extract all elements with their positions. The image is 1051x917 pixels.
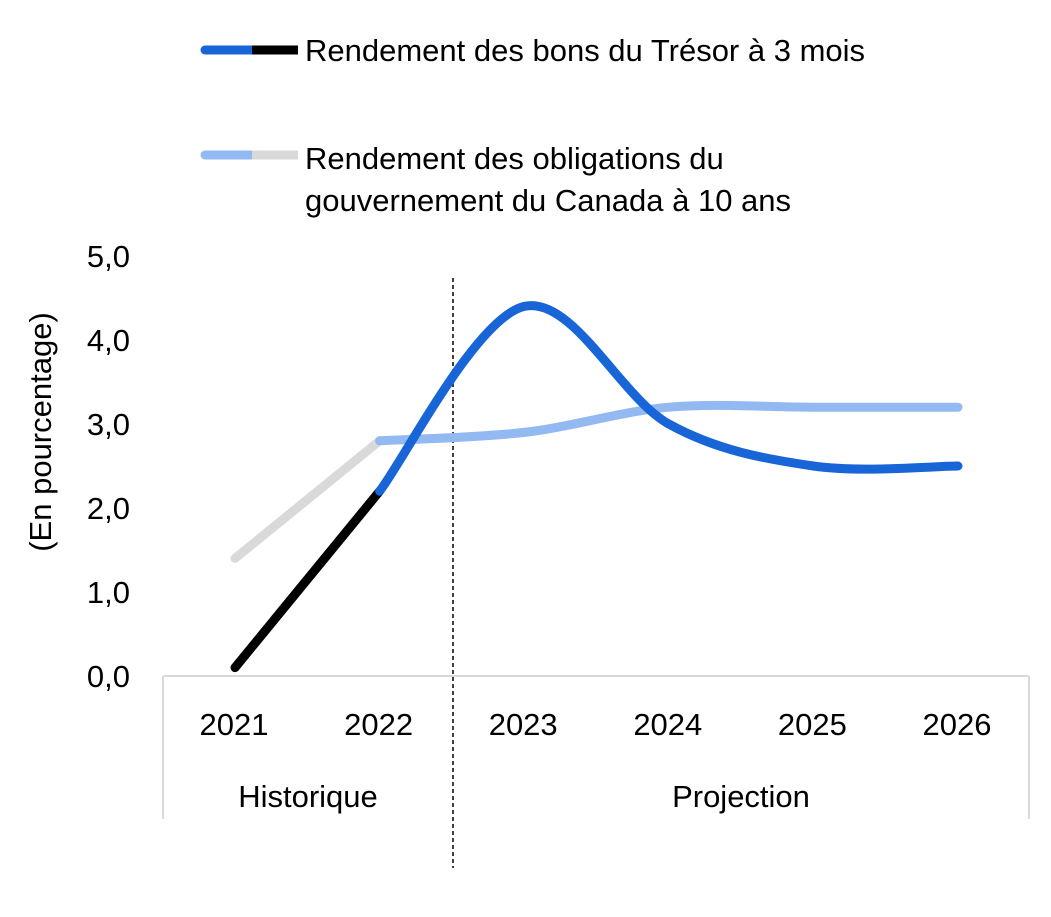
series-bonds <box>230 400 963 563</box>
series-line-treasury-bills-projection <box>375 301 963 496</box>
series-line-bonds-projection <box>375 400 963 446</box>
x-tick-label: 2022 <box>344 707 413 742</box>
y-tick-label: 4,0 <box>87 323 130 358</box>
legend-label-treasury-bills: Rendement des bons du Trésor à 3 mois <box>305 33 865 68</box>
y-tick-label: 5,0 <box>87 239 130 274</box>
legend-item-bonds: Rendement des obligations du gouvernemen… <box>200 141 791 218</box>
y-axis-title: (En pourcentage) <box>23 312 58 552</box>
series-line-treasury-bills-historical <box>230 486 385 673</box>
group-label-historique: Historique <box>238 779 378 814</box>
x-tick-label: 2024 <box>633 707 702 742</box>
y-tick-label: 2,0 <box>87 491 130 526</box>
x-tick-label: 2026 <box>923 707 992 742</box>
y-tick-label: 3,0 <box>87 407 130 442</box>
series-treasury-bills <box>230 301 963 673</box>
x-tick-label: 2023 <box>489 707 558 742</box>
legend: Rendement des bons du Trésor à 3 mois Re… <box>200 33 865 218</box>
legend-label-bonds-line-2: gouvernement du Canada à 10 ans <box>305 183 791 218</box>
x-axis <box>162 675 1030 819</box>
x-axis-ticks: 2021 2022 2023 2024 2025 2026 <box>200 707 992 742</box>
y-tick-label: 0,0 <box>87 659 130 694</box>
y-axis-ticks: 0,0 1,0 2,0 3,0 4,0 5,0 <box>87 239 130 694</box>
x-tick-label: 2025 <box>778 707 847 742</box>
x-tick-label: 2021 <box>200 707 269 742</box>
legend-item-treasury-bills: Rendement des bons du Trésor à 3 mois <box>200 33 865 68</box>
series-line-bonds-historical <box>230 436 385 563</box>
y-tick-label: 1,0 <box>87 575 130 610</box>
legend-label-bonds-line-1: Rendement des obligations du <box>305 141 724 176</box>
group-label-projection: Projection <box>672 779 810 814</box>
